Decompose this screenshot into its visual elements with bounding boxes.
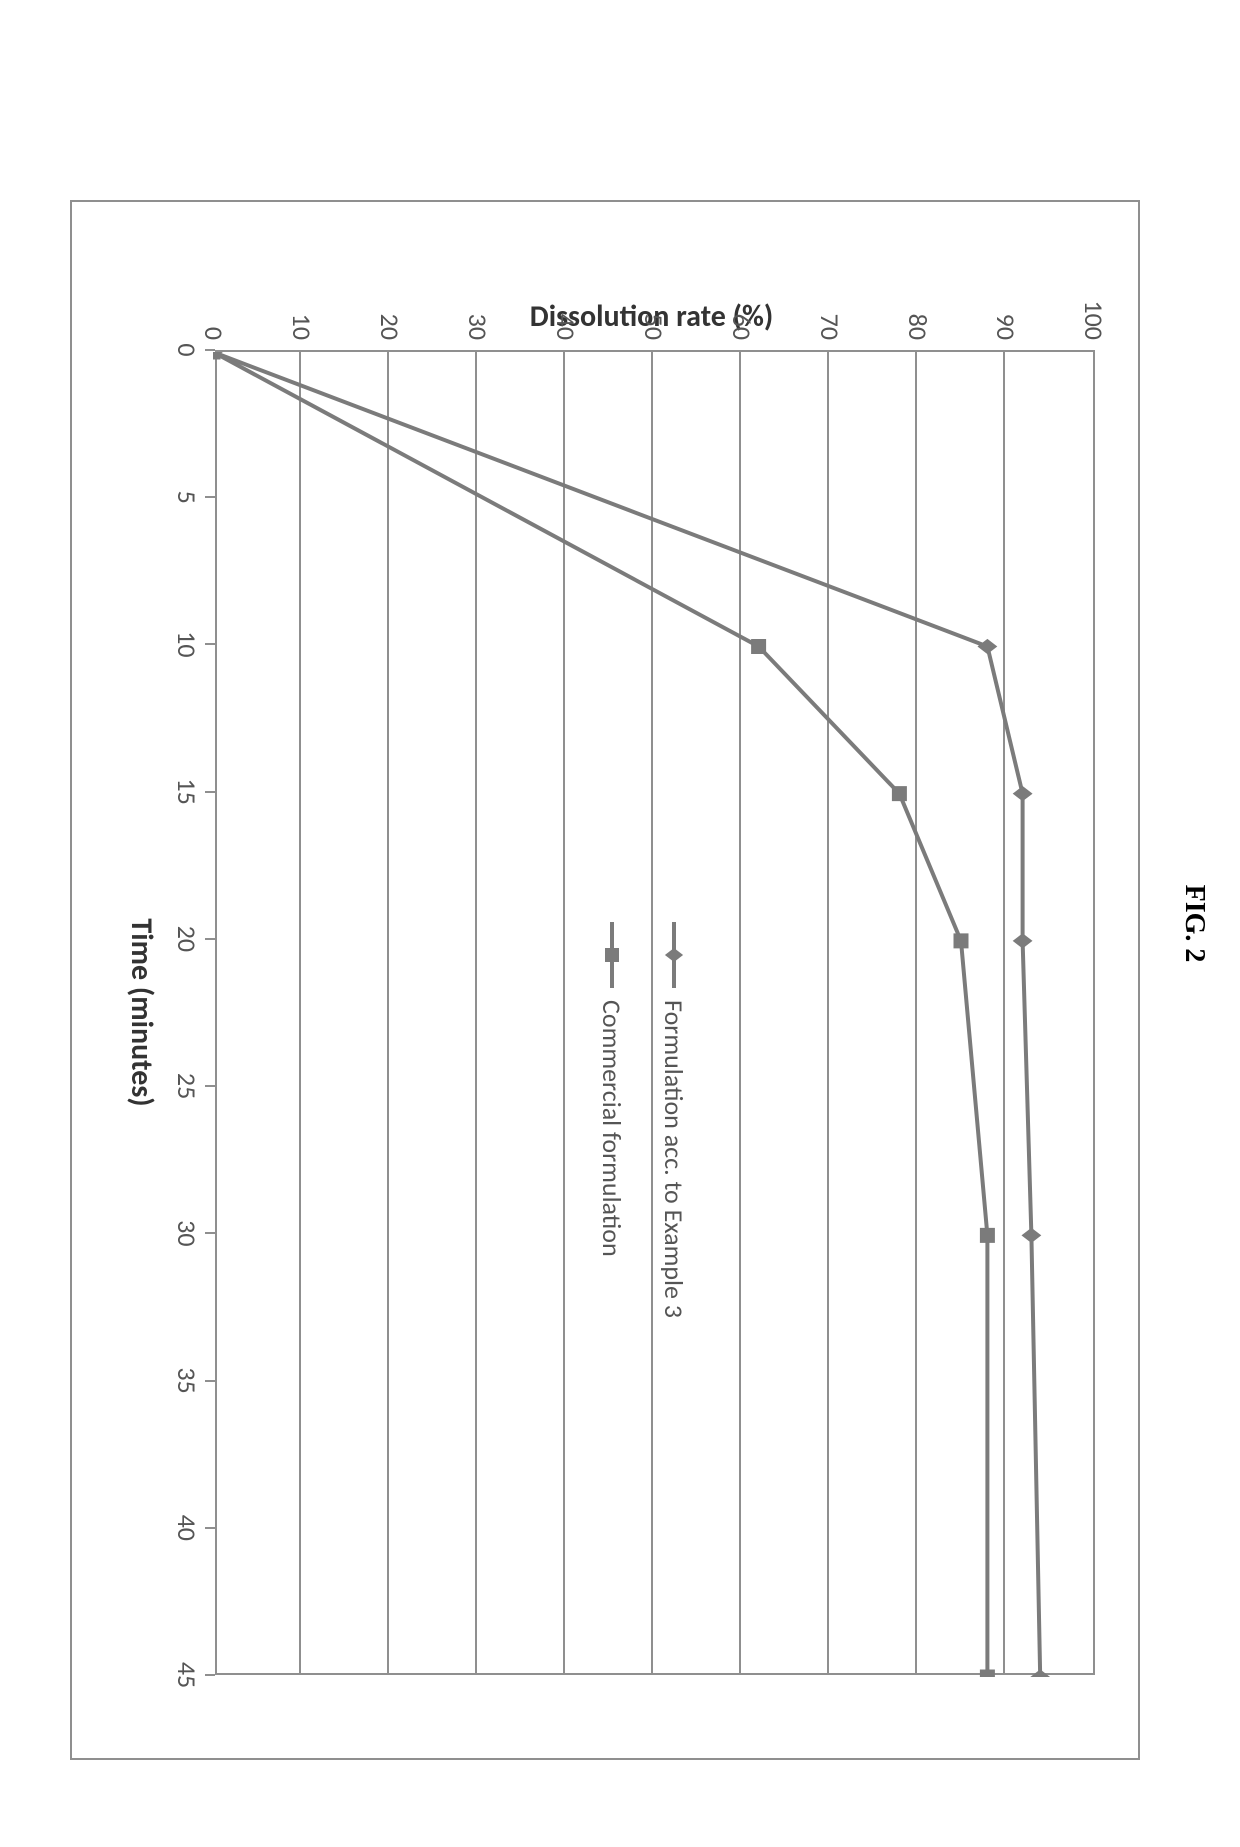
legend-item-commercial: Commercial formulation [596, 920, 628, 1318]
y-tick-label: 20 [374, 280, 406, 340]
legend-swatch [659, 920, 689, 990]
x-axis-label: Time (minutes) [123, 350, 160, 1675]
x-tick-mark [205, 1085, 215, 1087]
x-tick-label: 20 [171, 909, 203, 969]
x-tick-mark [205, 1527, 215, 1529]
y-tick-label: 80 [902, 280, 934, 340]
x-tick-label: 0 [171, 320, 203, 380]
page-rotated: FIG. 2 Dissolution rate (%) Time (minute… [0, 0, 1240, 1240]
y-tick-label: 30 [462, 280, 494, 340]
x-tick-mark [205, 791, 215, 793]
series-marker-commercial [752, 639, 766, 653]
series-marker-commercial [980, 1228, 994, 1242]
x-tick-mark [205, 643, 215, 645]
x-tick-label: 10 [171, 614, 203, 674]
legend-swatch [597, 920, 627, 990]
series-marker-commercial [954, 934, 968, 948]
y-tick-label: 60 [726, 280, 758, 340]
x-tick-mark [205, 1674, 215, 1676]
x-tick-mark [205, 496, 215, 498]
x-tick-mark [205, 1232, 215, 1234]
canvas: FIG. 2 Dissolution rate (%) Time (minute… [0, 0, 1240, 1847]
series-marker-example3 [1031, 1670, 1049, 1677]
y-tick-label: 10 [286, 280, 318, 340]
series-marker-commercial [892, 787, 906, 801]
y-tick-label: 90 [990, 280, 1022, 340]
x-tick-mark [205, 938, 215, 940]
y-tick-label: 70 [814, 280, 846, 340]
x-tick-label: 5 [171, 467, 203, 527]
y-tick-label: 50 [638, 280, 670, 340]
series-marker-commercial [980, 1670, 994, 1677]
legend-label: Formulation acc. to Example 3 [658, 1000, 690, 1318]
x-tick-mark [205, 1380, 215, 1382]
series-marker-example3 [1014, 934, 1032, 948]
figure-title: FIG. 2 [1178, 0, 1210, 1847]
x-tick-label: 35 [171, 1351, 203, 1411]
x-tick-label: 30 [171, 1203, 203, 1263]
x-tick-label: 15 [171, 762, 203, 822]
series-marker-example3 [1014, 787, 1032, 801]
y-tick-label: 100 [1078, 280, 1110, 340]
x-tick-label: 25 [171, 1056, 203, 1116]
y-tick-label: 40 [550, 280, 582, 340]
x-tick-label: 45 [171, 1645, 203, 1705]
legend: Formulation acc. to Example 3 Commercial … [566, 920, 690, 1318]
x-tick-mark [205, 349, 215, 351]
series-marker-commercial [213, 352, 220, 359]
series-marker-example3 [978, 639, 996, 653]
legend-label: Commercial formulation [596, 1000, 628, 1257]
series-marker-example3 [1022, 1228, 1040, 1242]
x-tick-label: 40 [171, 1498, 203, 1558]
legend-item-example3: Formulation acc. to Example 3 [658, 920, 690, 1318]
